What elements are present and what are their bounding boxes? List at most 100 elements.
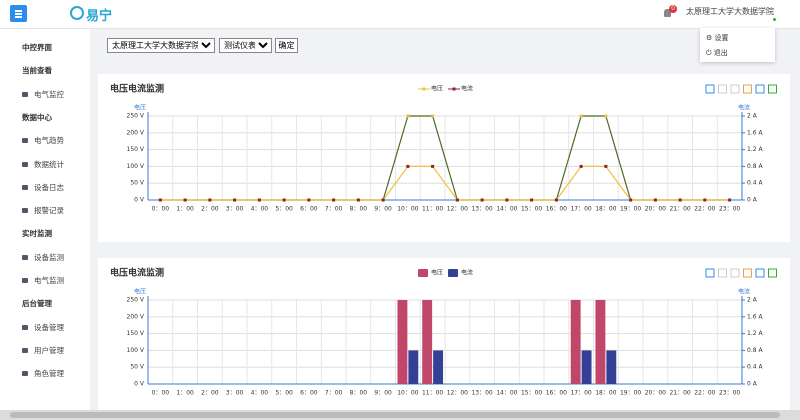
point <box>629 198 633 202</box>
x-tick-label: 9：00 <box>374 390 392 397</box>
y2-tick-label: 1.2 A <box>747 146 763 153</box>
org-select[interactable]: 太原理工大学大数据学院 <box>107 38 215 53</box>
sidebar-item[interactable]: 电气监控 <box>22 89 64 100</box>
toolbox-button[interactable] <box>768 268 777 278</box>
device-select[interactable]: 测试仪表01 <box>219 38 272 53</box>
sidebar-item[interactable]: 角色管理 <box>22 368 64 379</box>
menu-item[interactable]: ⏻ 退出 <box>706 49 728 57</box>
x-tick-label: 13：00 <box>471 390 492 397</box>
y2-tick-label: 1.6 A <box>747 129 763 136</box>
user-menu: ⚙ 设置 ⏻ 退出 <box>700 28 775 62</box>
x-tick-label: 6：00 <box>300 390 318 397</box>
y2-tick-label: 0 A <box>747 197 758 204</box>
x-tick-label: 0：00 <box>152 206 170 213</box>
sidebar-item[interactable]: 数据统计 <box>22 159 64 170</box>
y-tick-label: 200 V <box>127 313 145 320</box>
x-tick-label: 8：00 <box>350 390 368 397</box>
y2-tick-label: 0 A <box>747 381 758 388</box>
menu-button[interactable] <box>10 5 27 22</box>
label: 后台管理 <box>22 299 52 309</box>
user-name[interactable]: 太原理工大学大数据学院 <box>686 7 774 16</box>
x-tick-label: 6：00 <box>300 206 318 213</box>
confirm-button[interactable]: 确定 <box>275 38 298 53</box>
x-tick-label: 19：00 <box>620 206 641 213</box>
toolbox-button[interactable] <box>755 84 765 94</box>
menu-label: 设置 <box>714 34 729 42</box>
y-tick-label: 0 V <box>134 197 145 204</box>
sidebar-item[interactable]: 设备监测 <box>22 252 64 263</box>
point <box>505 198 509 202</box>
y2-tick-label: 2 A <box>747 297 758 304</box>
point <box>455 198 459 202</box>
status-dot <box>773 18 776 21</box>
label: 电气监控 <box>34 89 64 99</box>
y-tick-label: 250 V <box>127 297 145 304</box>
label: 当前查看 <box>22 66 52 76</box>
toolbox-button[interactable] <box>718 84 727 94</box>
point <box>604 164 608 168</box>
legend-marker <box>452 87 456 91</box>
toolbox-button[interactable] <box>705 84 715 94</box>
point <box>431 114 435 118</box>
toolbox-button[interactable] <box>718 268 727 278</box>
y-tick-label: 100 V <box>127 163 145 170</box>
x-tick-label: 14：00 <box>496 390 517 397</box>
badge: 0 <box>669 5 677 13</box>
chart-title: 电压电流监测 <box>110 83 164 95</box>
sidebar-section: 当前查看 <box>22 65 52 76</box>
label: 中控界面 <box>22 43 52 52</box>
point <box>307 198 311 202</box>
label: 电气趋势 <box>34 136 64 146</box>
chart-card: 电压电流监测 电压 电流 电压 电流 0 V 50 V 100 V 150 V 200 V 250 … <box>98 74 790 242</box>
label: 角色管理 <box>34 369 64 379</box>
x-tick-label: 0：00 <box>152 390 170 397</box>
x-tick-label: 5：00 <box>275 390 293 397</box>
logo-icon <box>70 6 84 20</box>
bar <box>397 300 408 384</box>
legend-label: 电流 <box>461 269 473 277</box>
label: 用户管理 <box>34 345 64 355</box>
point <box>158 198 162 202</box>
toolbox-button[interactable] <box>743 268 752 278</box>
point <box>579 114 583 118</box>
point <box>332 198 336 202</box>
bar <box>408 350 419 384</box>
x-tick-label: 16：00 <box>546 390 567 397</box>
sidebar-item[interactable]: 电气监测 <box>22 275 64 286</box>
sidebar-section: 数据中心 <box>22 112 52 123</box>
sidebar-item[interactable]: 设备管理 <box>22 322 64 333</box>
point <box>431 164 435 168</box>
sidebar-item[interactable]: 报警记录 <box>22 205 64 216</box>
bell[interactable] <box>664 9 671 17</box>
label: 报警记录 <box>34 206 64 216</box>
x-tick-label: 11：00 <box>422 206 443 213</box>
x-tick-label: 2：00 <box>201 390 219 397</box>
toolbox-button[interactable] <box>730 268 740 278</box>
point <box>604 114 608 118</box>
toolbox-button[interactable] <box>768 84 777 94</box>
point <box>208 198 212 202</box>
toolbox-button[interactable] <box>705 268 715 278</box>
bar <box>595 300 606 384</box>
menu-item[interactable]: ⚙ 设置 <box>706 34 729 42</box>
x-tick-label: 10：00 <box>397 390 418 397</box>
toolbox-button[interactable] <box>743 84 752 94</box>
scrollbar[interactable] <box>0 410 800 420</box>
x-tick-label: 17：00 <box>570 390 591 397</box>
sidebar-item[interactable]: 电气趋势 <box>22 135 64 146</box>
x-tick-label: 18：00 <box>595 390 616 397</box>
point <box>406 114 410 118</box>
x-tick-label: 22：00 <box>694 206 715 213</box>
toolbox-button[interactable] <box>730 84 740 94</box>
toolbox-button[interactable] <box>755 268 765 278</box>
x-tick-label: 3：00 <box>226 390 244 397</box>
point <box>233 198 237 202</box>
x-tick-label: 21：00 <box>669 206 690 213</box>
x-tick-label: 5：00 <box>275 206 293 213</box>
sidebar-item[interactable]: 设备日志 <box>22 182 64 193</box>
sidebar-section: 中控界面 <box>22 42 52 53</box>
sidebar-item[interactable]: 用户管理 <box>22 345 64 356</box>
legend-label: 电流 <box>461 85 473 93</box>
x-tick-label: 4：00 <box>251 206 269 213</box>
